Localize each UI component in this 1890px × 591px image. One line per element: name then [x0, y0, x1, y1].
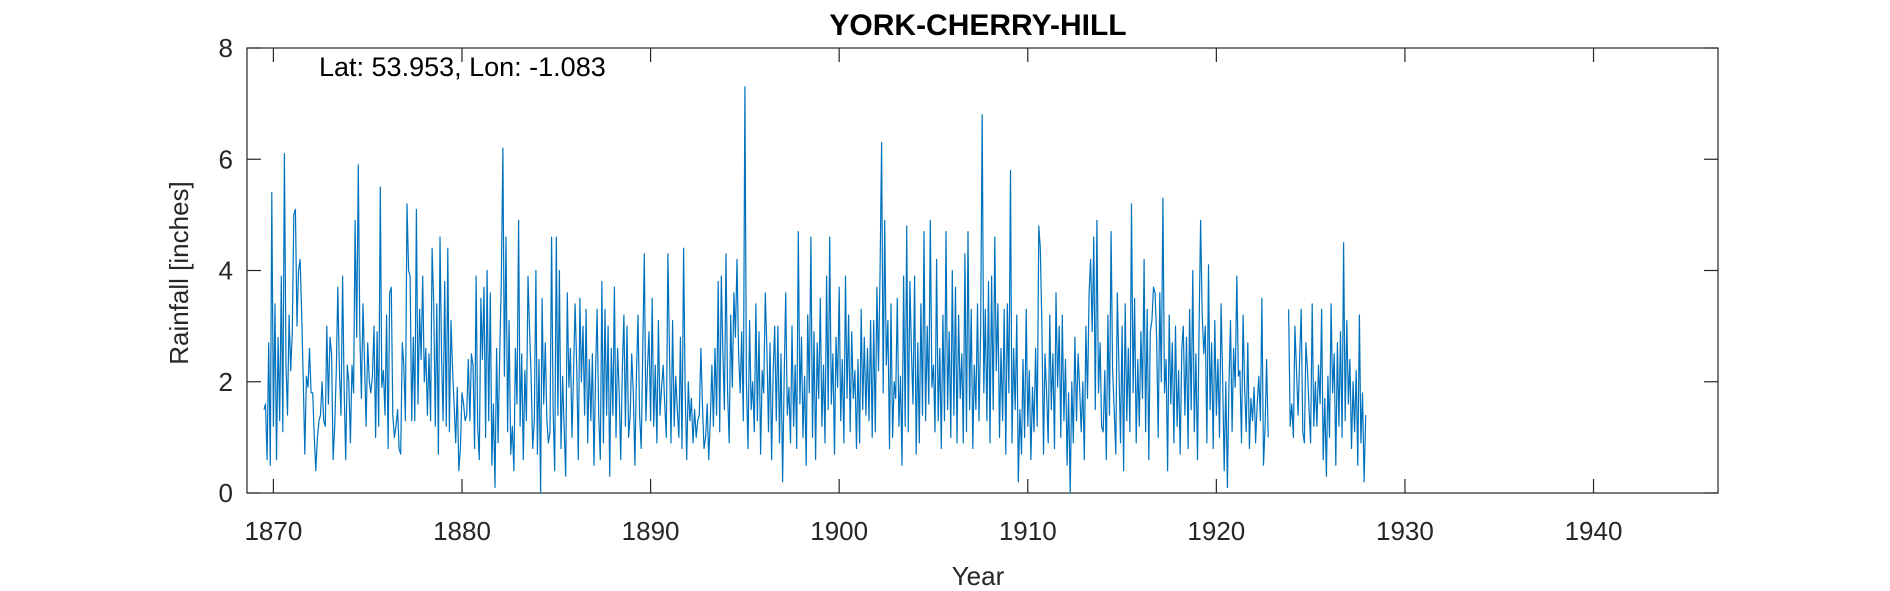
x-tick-label: 1900	[810, 516, 868, 546]
y-tick-label: 2	[219, 367, 233, 397]
x-tick-label: 1880	[433, 516, 491, 546]
chart-title: YORK-CHERRY-HILL	[829, 9, 1126, 42]
x-tick-label: 1870	[244, 516, 302, 546]
x-tick-label: 1930	[1376, 516, 1434, 546]
x-tick-label: 1890	[622, 516, 680, 546]
station-coordinates-annotation: Lat: 53.953, Lon: -1.083	[319, 52, 606, 82]
y-tick-label: 0	[219, 478, 233, 508]
x-tick-label: 1940	[1565, 516, 1623, 546]
x-axis-label: Year	[952, 561, 1005, 591]
rainfall-series-line	[263, 86, 1367, 494]
y-tick-label: 4	[219, 256, 233, 286]
plot-area: 0 2 4 6 8 1870 1880 1890 1900 1910 1920 1930 1940	[219, 33, 1719, 546]
x-tick-label: 1920	[1187, 516, 1245, 546]
y-tick-label: 6	[219, 144, 233, 174]
x-tick-label: 1910	[999, 516, 1057, 546]
y-axis-label: Rainfall [inches]	[164, 181, 194, 365]
y-tick-label: 8	[219, 33, 233, 63]
